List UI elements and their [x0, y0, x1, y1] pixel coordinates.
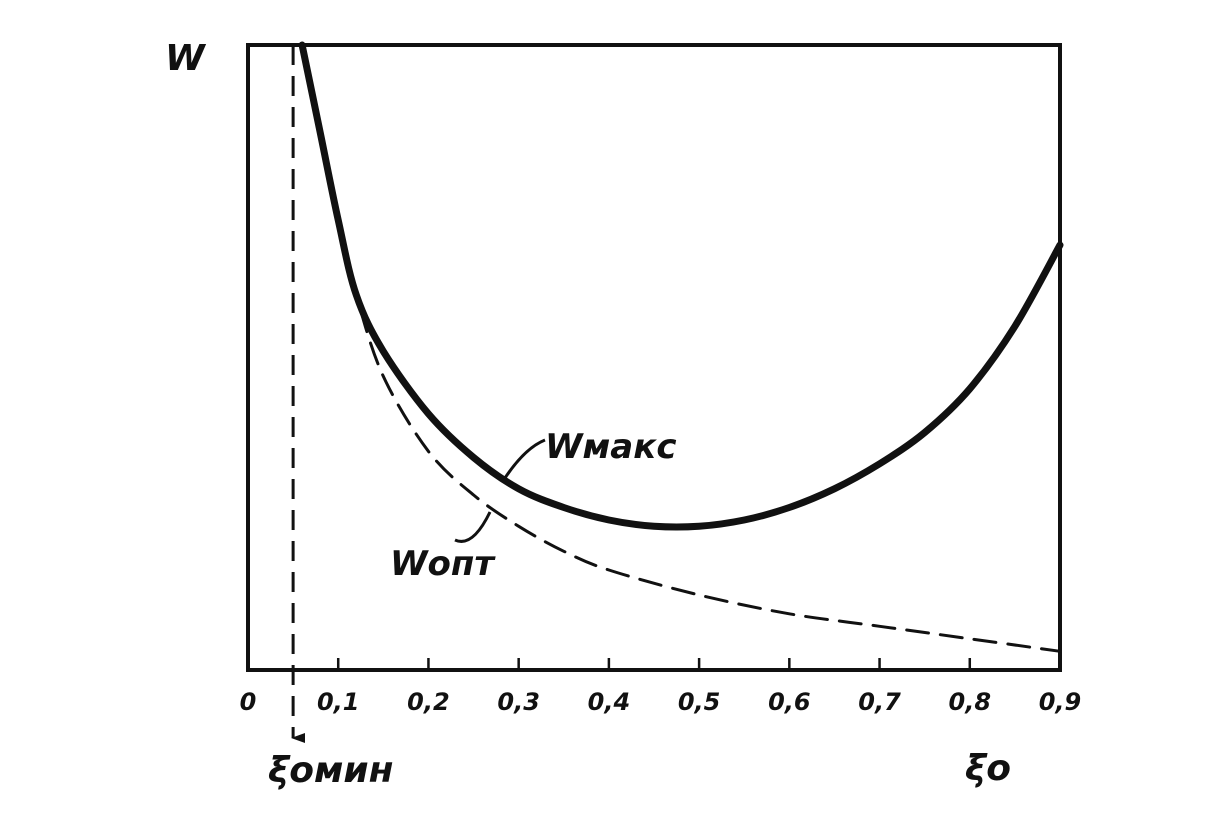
series-label-wmaks: Wмакс — [545, 427, 676, 467]
x-tick-label: 0,2 — [407, 688, 450, 716]
series-label-wopt: Wопт — [390, 544, 496, 584]
x-ticks — [336, 658, 972, 670]
series-line-wopt — [300, 43, 1062, 653]
annotation-xi-omin: ξомин — [268, 750, 394, 791]
x-tick-label: 0,7 — [858, 688, 901, 716]
x-tick-label: 0,1 — [317, 688, 360, 716]
x-tick-label: 0,4 — [588, 688, 631, 716]
x-tick-labels: 0 0,1 0,2 0,3 0,4 0,5 0,6 0,7 0,8 0,9 — [240, 688, 1082, 716]
x-tick-label: 0,9 — [1039, 688, 1082, 716]
series-line-wmaks — [298, 41, 1064, 531]
y-axis-label: W — [165, 38, 207, 79]
x-tick-label: 0,6 — [768, 688, 811, 716]
x-axis-label: ξo — [965, 748, 1011, 789]
leader-wopt — [454, 511, 492, 543]
plot-frame — [246, 43, 1062, 672]
x-tick-label: 0 — [240, 688, 257, 716]
x-tick-label: 0,5 — [678, 688, 721, 716]
annotation-layer — [291, 45, 546, 743]
x-tick-label: 0,8 — [949, 688, 992, 716]
series-layer — [298, 41, 1064, 653]
leader-wmaks — [503, 438, 546, 479]
x-tick-label: 0,3 — [497, 688, 540, 716]
